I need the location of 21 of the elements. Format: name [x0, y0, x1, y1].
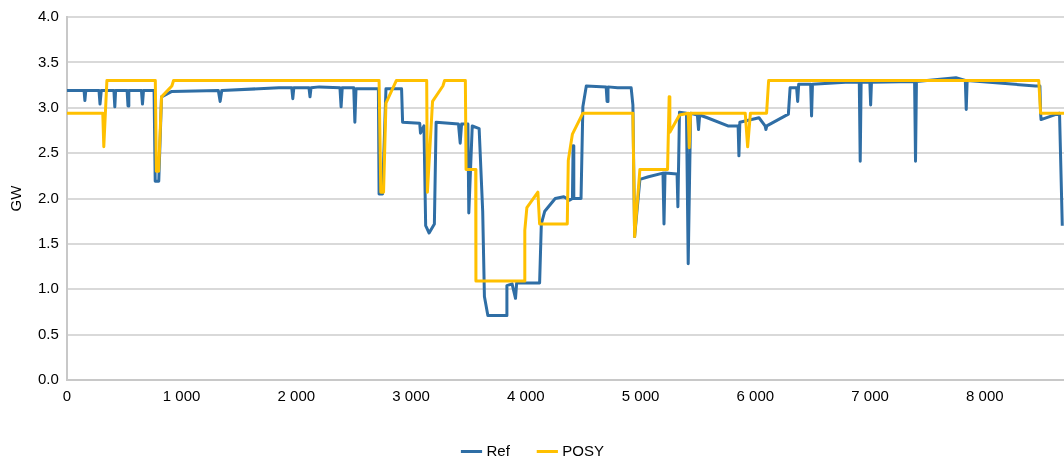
y-axis-title: GW: [7, 184, 25, 212]
x-tick-label: 7 000: [851, 387, 889, 405]
y-tick-label: 2.0: [37, 188, 59, 206]
y-tick-label: 4.0: [37, 7, 59, 25]
legend-label: Ref: [486, 441, 511, 459]
y-tick-label: 1.5: [37, 234, 59, 252]
y-tick-label: 3.5: [37, 52, 59, 70]
x-tick-label: 8 000: [966, 387, 1004, 405]
x-tick-label: 6 000: [736, 387, 775, 405]
y-tick-label: 2.5: [37, 143, 59, 161]
y-tick-label: 3.0: [37, 97, 59, 115]
x-tick-label: 3 000: [392, 387, 430, 405]
x-tick-label: 2 000: [277, 387, 316, 405]
y-tick-label: 0.0: [37, 370, 59, 388]
x-tick-label: 0: [62, 387, 72, 405]
x-tick-label: 4 000: [507, 387, 545, 405]
legend-label: POSY: [562, 441, 605, 459]
x-tick-label: 5 000: [621, 387, 660, 405]
y-tick-label: 1.0: [37, 279, 59, 297]
x-tick-label: 1 000: [162, 387, 201, 405]
y-tick-label: 0.5: [37, 324, 59, 342]
